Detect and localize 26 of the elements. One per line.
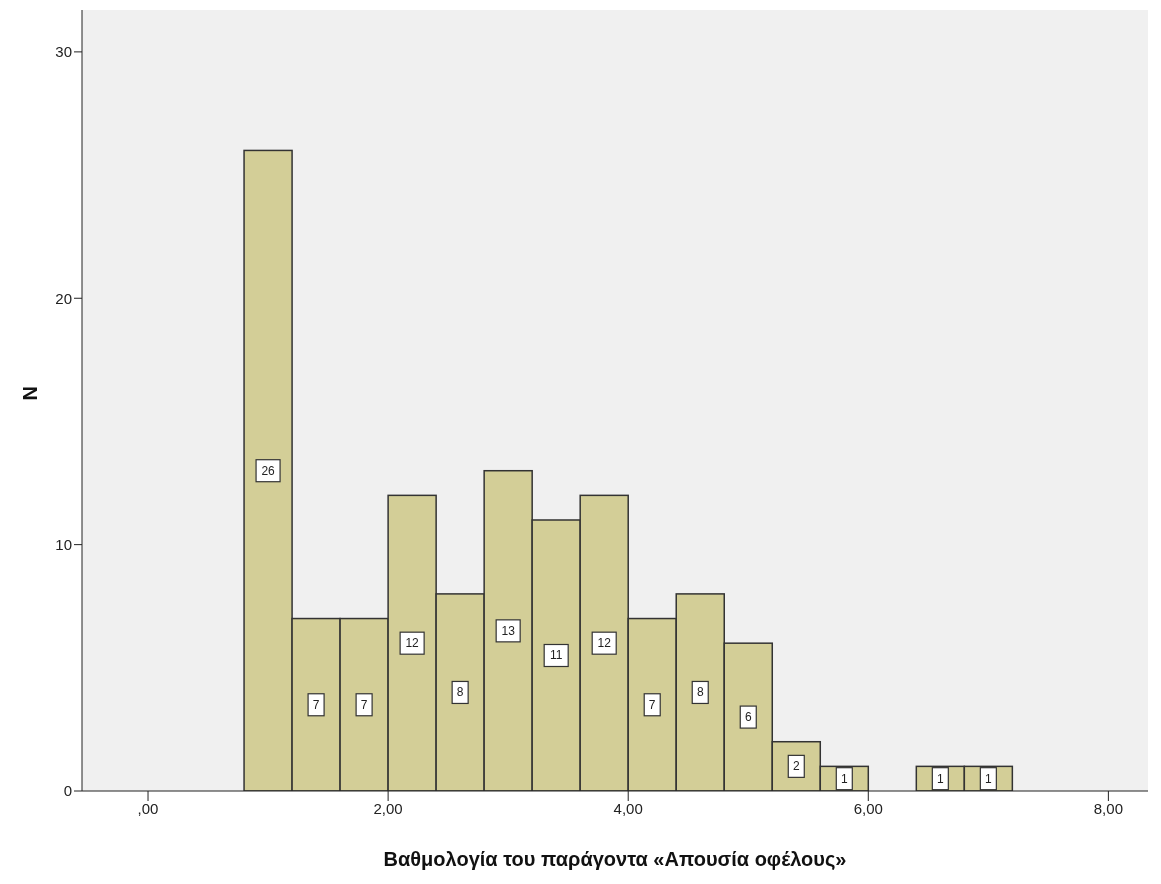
- data-label: 1: [840, 771, 848, 786]
- x-tick-label: 6,00: [853, 799, 883, 817]
- data-label: 8: [456, 685, 464, 700]
- data-label: 7: [360, 697, 368, 712]
- data-label: 7: [312, 697, 320, 712]
- x-tick-label: 4,00: [613, 799, 643, 817]
- y-tick-label: 10: [55, 535, 72, 553]
- y-tick-label: 20: [55, 289, 72, 307]
- data-label: 7: [648, 697, 656, 712]
- data-label: 12: [597, 636, 612, 651]
- data-label: 1: [985, 771, 992, 786]
- y-tick-label: 30: [55, 43, 72, 61]
- data-label: 2: [792, 759, 800, 774]
- x-tick-label: 2,00: [373, 799, 403, 817]
- x-tick-label: 8,00: [1093, 799, 1123, 817]
- data-label: 13: [501, 623, 516, 638]
- data-label: 12: [405, 636, 420, 651]
- data-label: 26: [261, 463, 276, 478]
- y-axis-title: N: [19, 386, 42, 401]
- x-tick-label: ,00: [137, 799, 159, 817]
- x-axis-title: Βαθμολογία του παράγοντα «Απουσία οφέλους»: [383, 848, 847, 870]
- data-label: 1: [936, 771, 944, 786]
- data-label: 11: [549, 648, 563, 663]
- y-tick-label: 0: [63, 782, 72, 800]
- data-label: 8: [696, 685, 704, 700]
- data-label: 6: [744, 710, 752, 725]
